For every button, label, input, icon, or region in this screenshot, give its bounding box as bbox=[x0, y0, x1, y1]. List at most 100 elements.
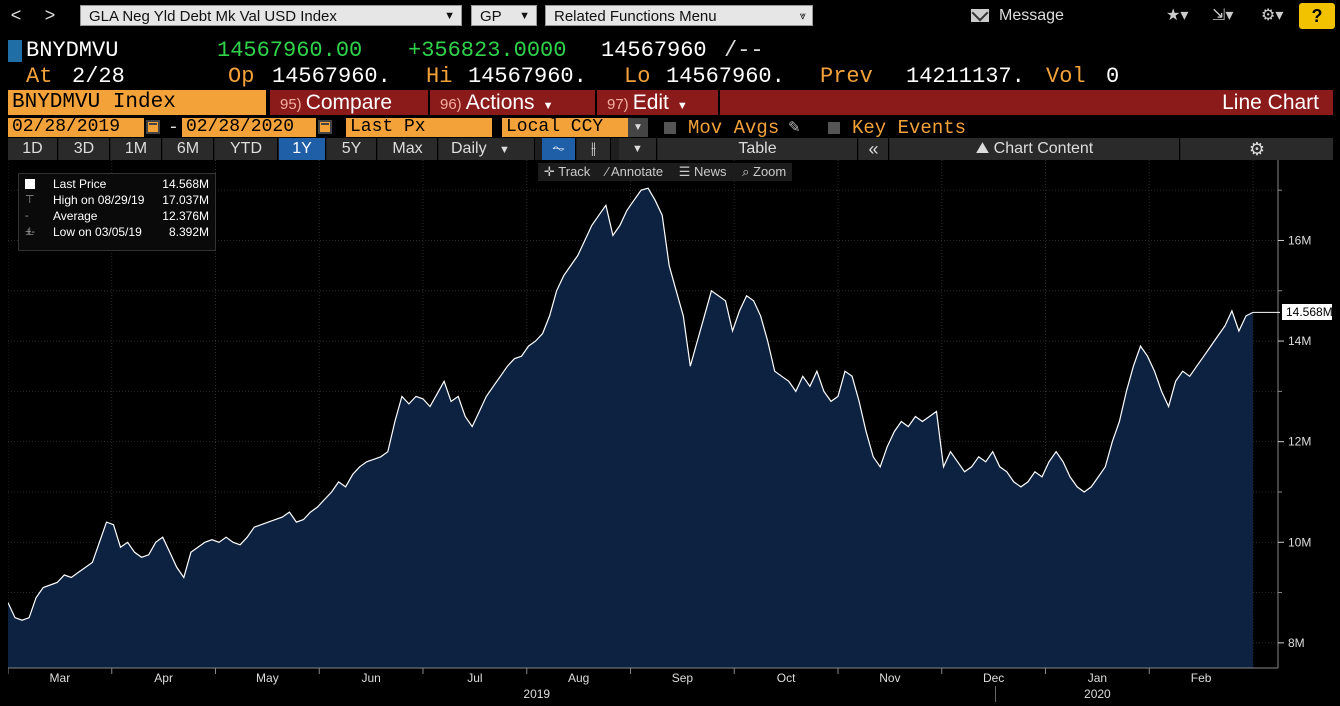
y-tick-label: 16M bbox=[1288, 233, 1311, 247]
y-tick-label: 10M bbox=[1288, 535, 1311, 549]
legend-last-price-label: Last Price bbox=[53, 177, 107, 191]
chart-type-label[interactable]: Line Chart bbox=[718, 90, 1333, 115]
chart-area[interactable]: 16M 14M 12M 10M 8M Mar Apr May Jun Jul Aug Sep Oct No… bbox=[8, 160, 1334, 706]
x-tick-label: Feb bbox=[1191, 671, 1212, 685]
chart-content-button[interactable]: ⛰ Chart Content bbox=[890, 138, 1180, 160]
chevron-down-icon[interactable]: ▼ bbox=[619, 138, 657, 160]
bid-price: 14567960 bbox=[601, 38, 707, 63]
function-bar: BNYDMVU Index 95) Compare 96) Actions ▼ 97)… bbox=[8, 90, 1333, 116]
actions-button[interactable]: 96) Actions ▼ bbox=[428, 90, 595, 115]
year-label: 2020 bbox=[1084, 687, 1111, 701]
security-dropdown[interactable]: GLA Neg Yld Debt Mk Val USD Index ▼ bbox=[80, 5, 462, 26]
track-tool[interactable]: ✛ Track bbox=[538, 163, 596, 181]
back-arrow-icon[interactable]: < bbox=[10, 5, 22, 25]
chevron-down-icon: ▼ bbox=[542, 100, 554, 112]
pencil-icon[interactable]: ✎ bbox=[788, 119, 801, 136]
security-dropdown-label: GLA Neg Yld Debt Mk Val USD Index bbox=[89, 8, 337, 25]
gear-icon[interactable]: ⚙▾ bbox=[1261, 7, 1284, 24]
news-icon: ☰ bbox=[678, 164, 694, 179]
range-1m[interactable]: 1M bbox=[111, 138, 162, 160]
y-tick-label: 14M bbox=[1288, 334, 1311, 348]
x-tick-label: Apr bbox=[154, 671, 173, 685]
legend-low-label: Low on 03/05/19 bbox=[53, 225, 142, 239]
mov-avgs-checkbox[interactable] bbox=[664, 122, 676, 134]
star-icon[interactable]: ★▾ bbox=[1166, 7, 1189, 24]
chart-content-label: Chart Content bbox=[993, 140, 1094, 157]
table-button[interactable]: Table bbox=[658, 138, 858, 160]
low-value: 14567960. bbox=[666, 64, 785, 89]
function-dropdown[interactable]: GP ▼ bbox=[471, 5, 537, 26]
price-chart[interactable]: 16M 14M 12M 10M 8M Mar Apr May Jun Jul Aug Sep Oct No… bbox=[8, 160, 1334, 706]
chevron-down-icon[interactable]: ▼ bbox=[628, 118, 648, 137]
legend-swatch bbox=[25, 179, 35, 189]
help-button[interactable]: ? bbox=[1299, 3, 1335, 29]
key-events-checkbox[interactable] bbox=[828, 122, 840, 134]
start-date-field[interactable]: 02/28/2019 bbox=[8, 118, 144, 137]
legend-average-value: 12.376M bbox=[162, 209, 209, 223]
ticker-marker bbox=[8, 40, 22, 62]
edit-button[interactable]: 97) Edit ▼ bbox=[595, 90, 718, 115]
range-1d[interactable]: 1D bbox=[8, 138, 58, 160]
line-chart-icon[interactable]: ⏦ bbox=[542, 138, 576, 160]
news-tool[interactable]: ☰ News bbox=[673, 163, 733, 181]
y-tick-label: 12M bbox=[1288, 435, 1311, 449]
price-line bbox=[8, 187, 1254, 621]
magnifier-icon: ⌕ bbox=[742, 164, 754, 179]
legend-average-label: Average bbox=[53, 209, 98, 223]
ticker-symbol: BNYDMVU bbox=[26, 38, 119, 63]
legend-row-low: ⊥ Low on 03/05/19 8.392M bbox=[23, 224, 213, 240]
x-tick-label: Jun bbox=[361, 671, 380, 685]
top-navigation-bar: < > GLA Neg Yld Debt Mk Val USD Index ▼ … bbox=[0, 0, 1340, 32]
at-value: 2/28 bbox=[72, 64, 125, 89]
x-tick-label: Jul bbox=[467, 671, 482, 685]
last-price: 14567960.00 bbox=[217, 38, 363, 63]
at-label: At bbox=[26, 64, 53, 89]
actions-hotkey: 96) bbox=[440, 96, 462, 113]
bar-chart-icon[interactable]: ⫲ bbox=[577, 138, 611, 160]
range-ytd[interactable]: YTD bbox=[215, 138, 278, 160]
frequency-dropdown[interactable]: Daily ▼ bbox=[439, 138, 535, 160]
currency-selector[interactable]: Local CCY bbox=[502, 118, 628, 137]
forward-arrow-icon[interactable]: > bbox=[44, 5, 56, 25]
related-functions-menu[interactable]: Related Functions Menu ⩔ bbox=[545, 5, 813, 26]
range-5y[interactable]: 5Y bbox=[327, 138, 377, 160]
range-max[interactable]: Max bbox=[378, 138, 438, 160]
double-chevron-down-icon: ⩔ bbox=[799, 10, 806, 22]
field-selector[interactable]: Last Px bbox=[346, 118, 492, 137]
legend-last-price-value: 14.568M bbox=[162, 177, 209, 191]
x-tick-label: Mar bbox=[50, 671, 71, 685]
x-tick-label: Nov bbox=[879, 671, 900, 685]
annotate-label: Annotate bbox=[611, 164, 664, 179]
last-value-label: 14.568M bbox=[1282, 304, 1333, 321]
calendar-icon[interactable] bbox=[318, 120, 332, 134]
gear-icon[interactable]: ⚙ bbox=[1181, 138, 1334, 160]
range-6m[interactable]: 6M bbox=[163, 138, 214, 160]
volume-label: Vol bbox=[1046, 64, 1086, 89]
chevron-down-icon: ▼ bbox=[499, 144, 510, 156]
mov-avgs-label[interactable]: Mov Avgs bbox=[688, 117, 780, 139]
key-events-label[interactable]: Key Events bbox=[852, 117, 967, 139]
annotate-tool[interactable]: ⁄ Annotate bbox=[600, 163, 669, 181]
chevron-down-icon: ▼ bbox=[444, 10, 455, 22]
ask-price: /-- bbox=[724, 38, 764, 63]
compare-button[interactable]: 95) Compare bbox=[268, 90, 428, 115]
collapse-icon[interactable]: « bbox=[859, 138, 889, 160]
date-range-dash: - bbox=[168, 118, 179, 138]
net-change: +356823.0000 bbox=[408, 38, 567, 63]
message-button[interactable]: Message bbox=[999, 7, 1064, 24]
end-date-field[interactable]: 02/28/2020 bbox=[182, 118, 316, 137]
envelope-icon[interactable] bbox=[971, 9, 989, 22]
range-3d[interactable]: 3D bbox=[59, 138, 110, 160]
zoom-tool[interactable]: ⌕ Zoom bbox=[736, 163, 792, 181]
range-1y[interactable]: 1Y bbox=[279, 138, 326, 160]
prev-label: Prev bbox=[820, 64, 873, 89]
security-index-field[interactable]: BNYDMVU Index bbox=[8, 90, 266, 115]
x-tick-label: Oct bbox=[777, 671, 796, 685]
date-settings-row: 02/28/2019 - 02/28/2020 Last Px Local CC… bbox=[8, 117, 1338, 139]
prev-value: 14211137. bbox=[906, 64, 1025, 89]
open-label: Op bbox=[228, 64, 255, 89]
export-icon[interactable]: ⇲▾ bbox=[1212, 7, 1234, 24]
legend-row-average: -+- Average 12.376M bbox=[23, 208, 213, 238]
volume-value: 0 bbox=[1106, 64, 1120, 89]
calendar-icon[interactable] bbox=[146, 120, 160, 134]
